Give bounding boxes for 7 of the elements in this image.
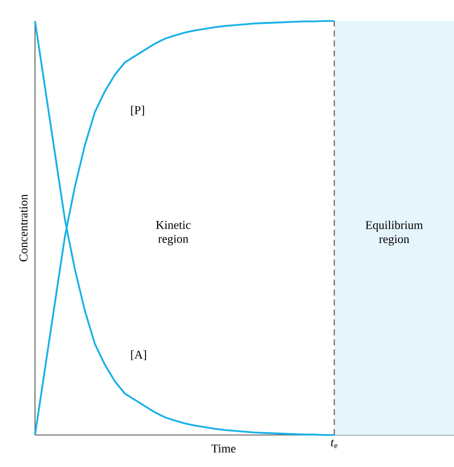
text: [A] [131, 350, 146, 360]
text: t$_{e}$ [330, 440, 338, 448]
x-axis-title: Time [211, 444, 236, 453]
annotation: Equilibrium region [365, 220, 423, 246]
y-axis-title: Concentration [19, 194, 28, 262]
text: [P] [131, 106, 144, 116]
annotation: Kinetic region [156, 220, 190, 246]
